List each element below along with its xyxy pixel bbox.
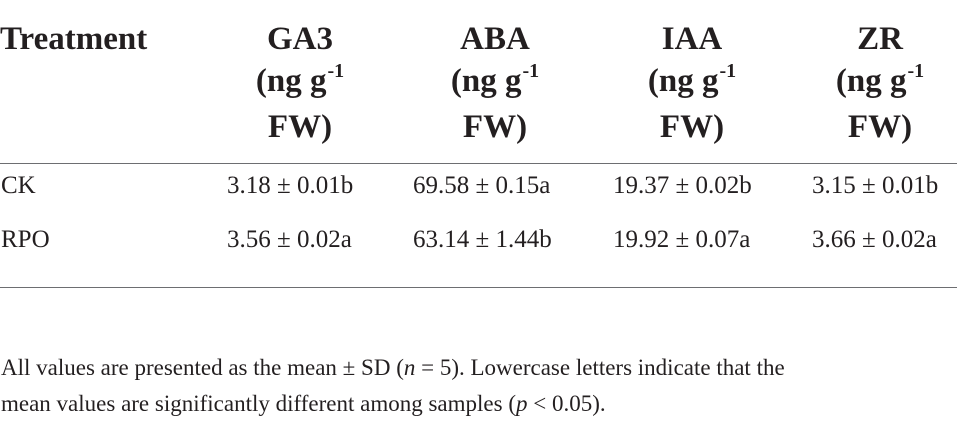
table-row: CK 3.18 ± 0.01b 69.58 ± 0.15a 19.37 ± 0.… xyxy=(0,172,957,212)
cell-zr: 3.15 ± 0.01b xyxy=(812,172,939,199)
header-zr-unit-close: FW) xyxy=(847,109,913,145)
table-footnote: All values are presented as the mean ± S… xyxy=(1,355,785,416)
header-iaa: IAA (ng g-1 FW) xyxy=(617,18,767,148)
header-iaa-unit-close: FW) xyxy=(659,109,725,145)
header-ga3-name: GA3 xyxy=(267,21,333,57)
table-divider-top xyxy=(0,163,957,164)
header-iaa-unit: (ng g-1 xyxy=(647,60,737,99)
header-ga3-unit: (ng g-1 xyxy=(255,60,345,99)
header-aba-name: ABA xyxy=(460,21,530,57)
cell-aba: 69.58 ± 0.15a xyxy=(413,172,551,199)
header-iaa-name: IAA xyxy=(661,21,723,57)
header-aba-unit-close: FW) xyxy=(462,109,528,145)
row-label: RPO xyxy=(1,226,50,253)
header-ga3: GA3 (ng g-1 FW) xyxy=(225,18,375,148)
header-treatment: Treatment xyxy=(0,21,148,57)
table-header-row: Treatment GA3 (ng g-1 FW) ABA (ng g-1 FW… xyxy=(0,0,957,163)
header-zr: ZR (ng g-1 FW) xyxy=(805,18,955,148)
row-label: CK xyxy=(1,172,36,199)
cell-ga3: 3.56 ± 0.02a xyxy=(227,226,352,253)
header-zr-name: ZR xyxy=(857,21,903,57)
cell-iaa: 19.92 ± 0.07a xyxy=(613,226,751,253)
table-divider-bottom xyxy=(0,287,957,288)
cell-zr: 3.66 ± 0.02a xyxy=(812,226,937,253)
cell-iaa: 19.37 ± 0.02b xyxy=(613,172,752,199)
header-ga3-unit-close: FW) xyxy=(267,109,333,145)
cell-aba: 63.14 ± 1.44b xyxy=(413,226,552,253)
header-aba: ABA (ng g-1 FW) xyxy=(420,18,570,148)
data-table: Treatment GA3 (ng g-1 FW) ABA (ng g-1 FW… xyxy=(0,0,957,288)
header-zr-unit: (ng g-1 xyxy=(835,60,925,99)
header-aba-unit: (ng g-1 xyxy=(450,60,540,99)
cell-ga3: 3.18 ± 0.01b xyxy=(227,172,354,199)
table-row: RPO 3.56 ± 0.02a 63.14 ± 1.44b 19.92 ± 0… xyxy=(0,226,957,266)
